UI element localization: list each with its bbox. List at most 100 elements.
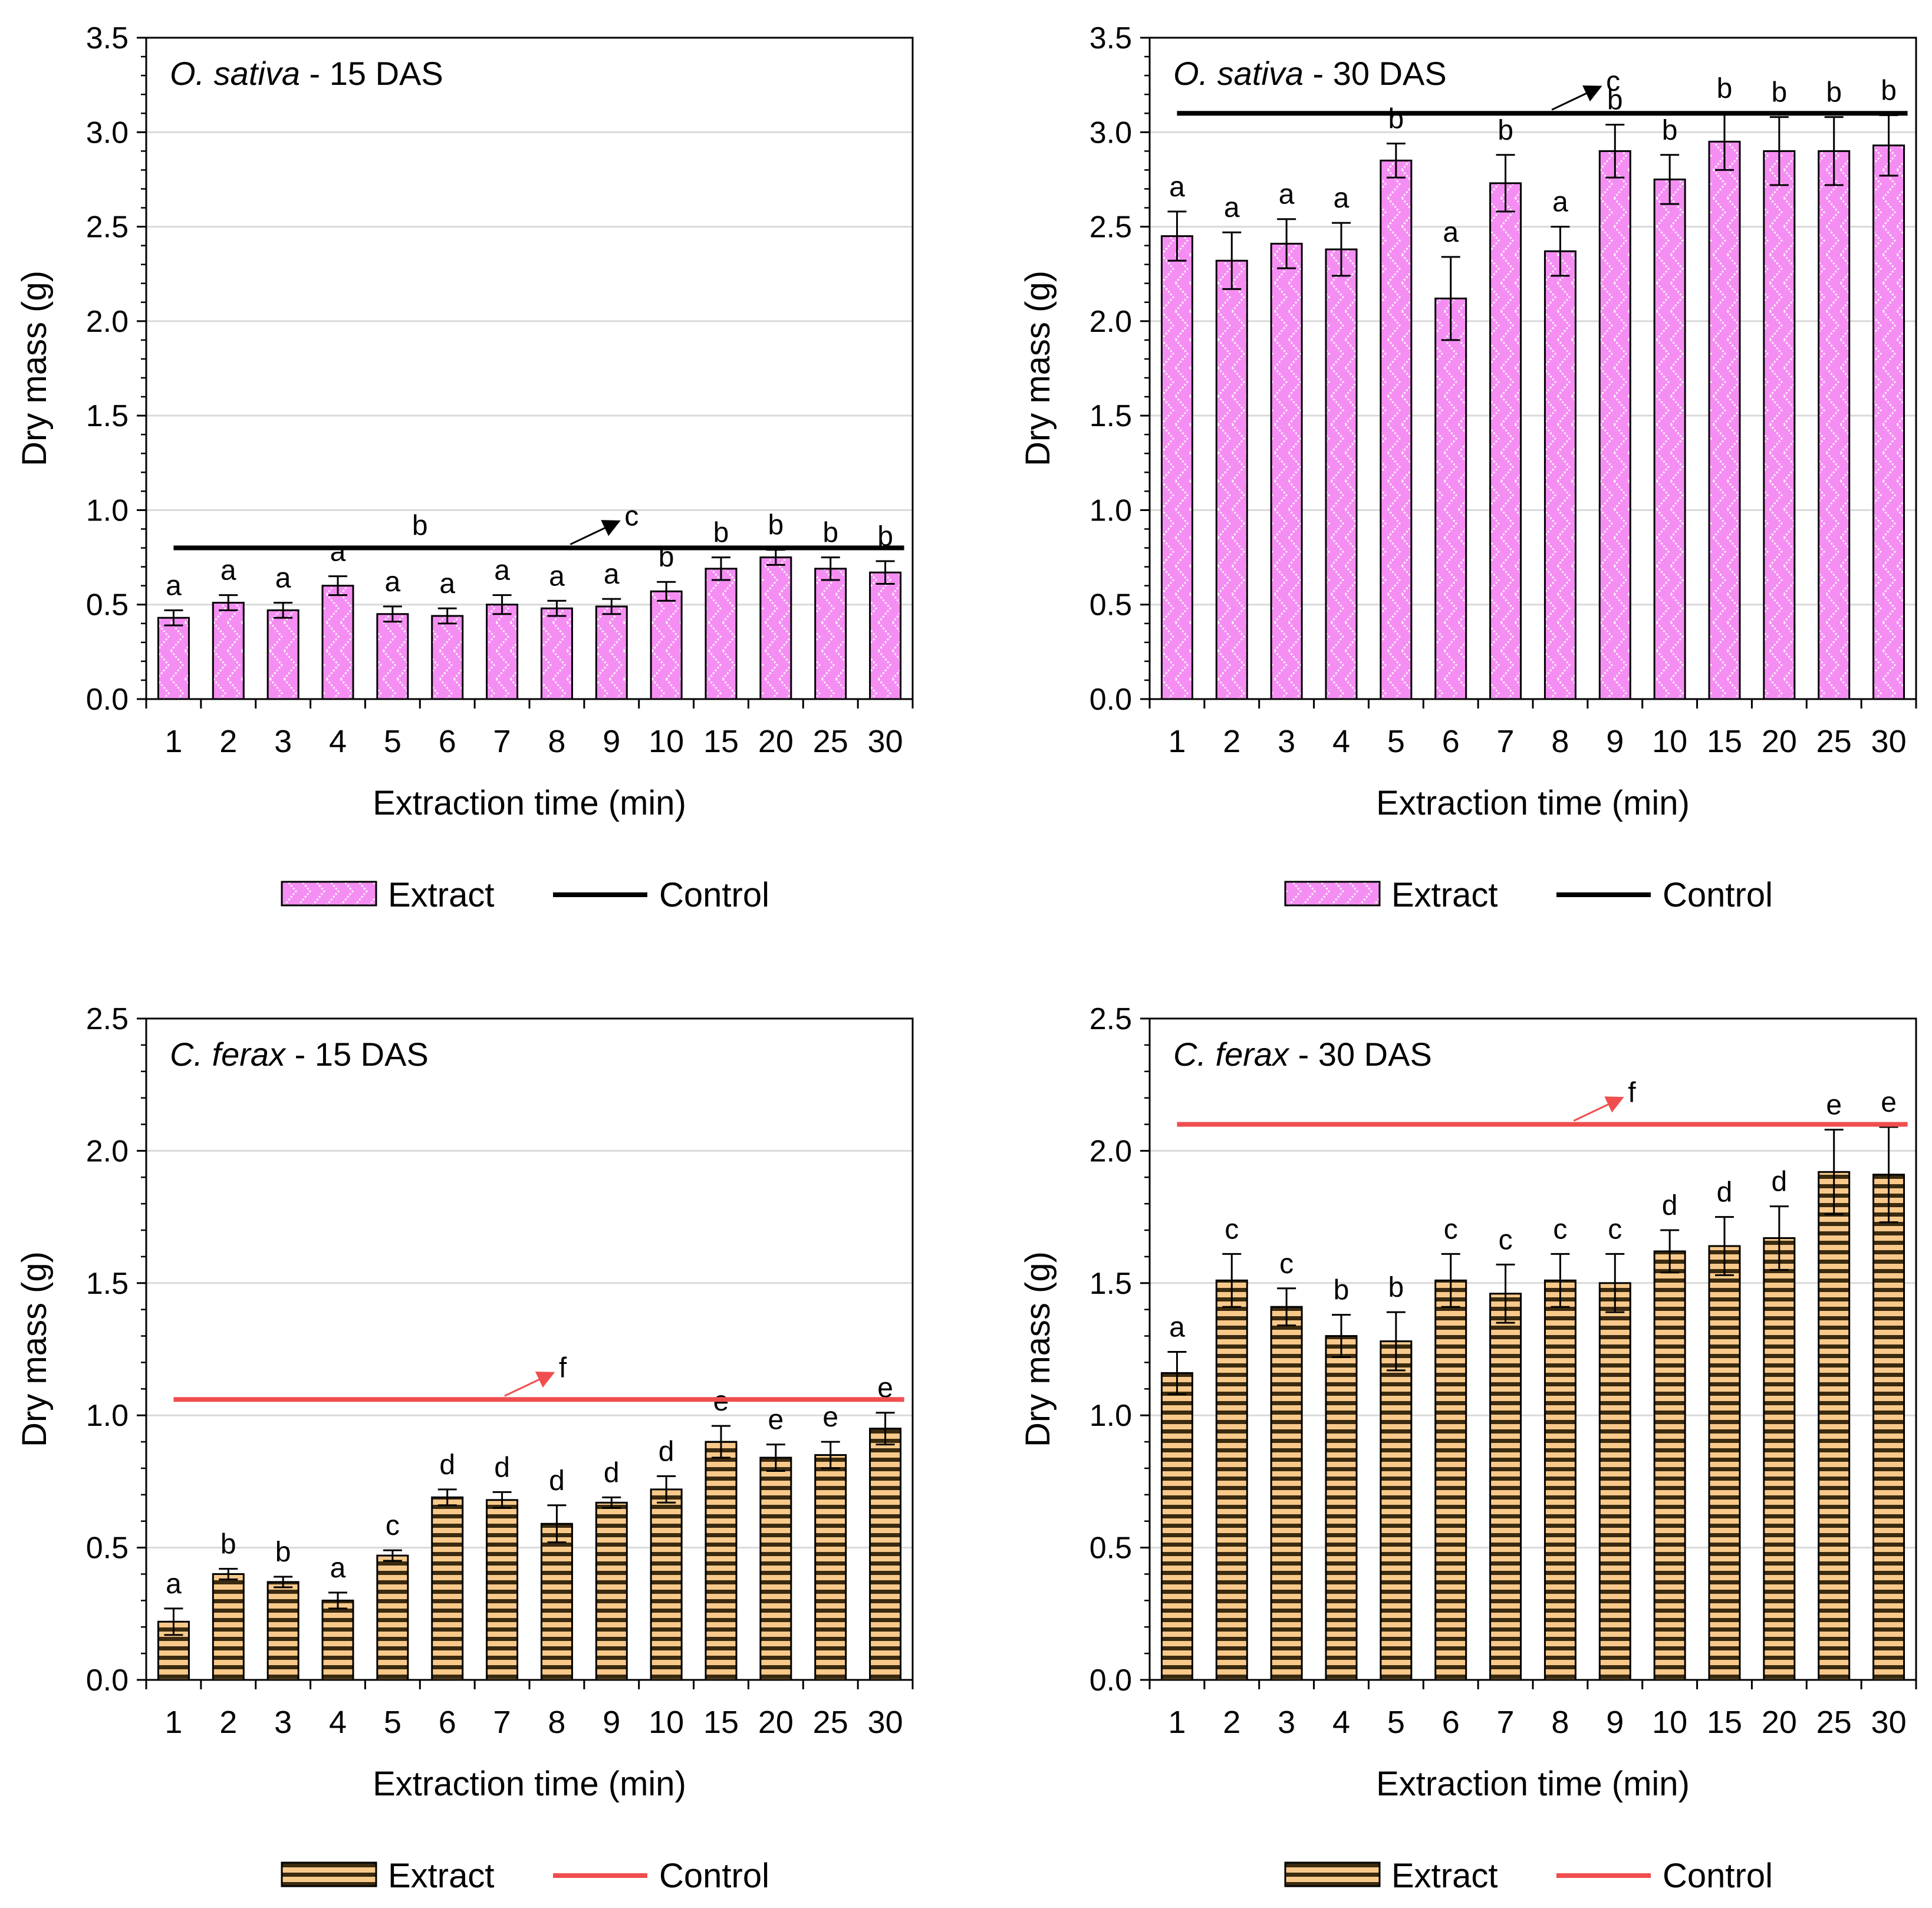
significance-letter: a [604,559,620,590]
significance-letter: b [1334,1275,1350,1306]
significance-letter: a [166,570,182,601]
bar-7 [1489,1293,1522,1681]
significance-letter: d [549,1465,565,1497]
bar-3 [1270,1306,1303,1681]
x-tick-label: 9 [1606,1705,1624,1740]
y-tick-label: 2.5 [1090,210,1132,245]
plot-frame [145,37,914,700]
x-tick-label: 20 [1762,1705,1797,1740]
significance-letter: a [1224,192,1240,223]
bar-15 [1708,140,1741,700]
x-tick-label: 8 [548,724,565,759]
y-axis-title: Dry mass (g) [1019,271,1057,466]
x-tick-label: 3 [1278,724,1295,759]
legend-label-extract: Extract [388,876,495,914]
legend: Extract Control [1284,1857,1773,1895]
panel-title-days: - 15 DAS [300,55,443,92]
significance-letter: d [494,1452,510,1483]
arrow-letter: c [1606,66,1620,97]
x-tick-label: 10 [649,724,684,759]
significance-letter: a [1443,217,1459,248]
x-tick-label: 4 [329,1705,347,1740]
y-tick-label: 2.5 [86,210,129,245]
panel-title: O. sativa - 15 DAS [170,55,443,92]
x-tick-label: 6 [1442,724,1460,759]
x-tick-label: 9 [603,724,620,759]
legend-swatch-extract [281,1861,377,1887]
chart-panel-4: 0.0 0.5 1.0 1.5 2.0 2.5 1 2 3 4 5 6 7 8 9 10 15 20 25 30 a c c… [1019,1002,1917,1895]
significance-letter: c [1444,1214,1458,1245]
legend: Extract Control [1284,876,1773,914]
panel-title-days: - 30 DAS [1289,1036,1432,1073]
y-tick-label: 1.0 [86,493,129,528]
chart-panel-2: 0.0 0.5 1.0 1.5 2.0 2.5 3.0 3.5 1 2 3 4 5 6 7 8 9 10 15 20 2… [1019,21,1917,914]
bar-15 [705,1441,738,1681]
y-tick-label: 2.0 [86,305,129,339]
x-tick-label: 4 [1332,1705,1350,1740]
y-tick-label: 0.0 [1090,1663,1132,1698]
bar-4 [1325,248,1358,700]
x-tick-label: 1 [1168,724,1186,759]
significance-letter: a [220,555,236,586]
panel-title-days: - 15 DAS [285,1036,429,1073]
panel-title-species: C. ferax [170,1036,287,1073]
bar-7 [486,604,519,700]
y-tick-label: 1.0 [86,1399,129,1433]
significance-letter: d [604,1457,620,1488]
legend-swatch-extract [1284,881,1381,907]
significance-letter: b [713,518,729,549]
bar-2 [212,1573,245,1681]
bar-20 [759,1456,792,1681]
x-tick-label: 4 [1332,724,1350,759]
bar-15 [1708,1245,1741,1681]
arrow-letter: f [1628,1077,1636,1109]
arrow [1573,1096,1624,1122]
y-tick-label: 1.5 [1090,1267,1132,1301]
bar-3 [266,1581,299,1681]
y-tick-label: 2.0 [1090,1134,1132,1168]
bar-15 [705,568,738,700]
significance-letter: c [1225,1214,1239,1245]
significance-letter: e [768,1405,784,1436]
x-axis-title: Extraction time (min) [373,784,686,822]
significance-letter: b [1826,77,1842,108]
significance-letter: c [1608,1214,1622,1245]
bar-3 [266,609,299,700]
bar-20 [759,556,792,700]
y-axis-title: Dry mass (g) [15,1251,54,1447]
bar-2 [1215,259,1248,700]
bar-30 [1872,1174,1905,1681]
plot-frame [1148,37,1917,700]
arrow-letter: c [624,501,638,532]
significance-letter: e [1826,1089,1842,1121]
panel-title-species: O. sativa [1173,55,1304,92]
panel-title: O. sativa - 30 DAS [1173,55,1447,92]
bar-6 [1434,1279,1467,1681]
x-tick-label: 20 [1762,724,1797,759]
x-axis-title: Extraction time (min) [373,1765,686,1803]
y-tick-label: 1.5 [1090,399,1132,433]
legend-swatch-extract [281,881,377,907]
arrow-letter: f [559,1352,567,1383]
significance-letter: b [1662,115,1678,146]
x-tick-label: 30 [1871,724,1907,759]
significance-letter: c [1553,1214,1567,1245]
x-tick-label: 6 [439,1705,456,1740]
bar-6 [431,1496,464,1681]
chart-panel-1: 0.0 0.5 1.0 1.5 2.0 2.5 3.0 3.5 1 2 3 4 5 6 7 8 9 10 15 20 2… [15,21,914,914]
bar-30 [869,1428,902,1681]
bar-4 [321,585,354,700]
y-tick-label: 3.5 [86,21,129,55]
significance-letter: b [1388,1272,1404,1303]
legend: Extract Control [281,876,769,914]
y-tick-label: 2.0 [86,1134,129,1168]
panel-title: C. ferax - 15 DAS [170,1036,429,1073]
significance-letter: a [1169,1311,1185,1343]
bar-8 [1543,250,1576,700]
x-tick-label: 8 [1551,724,1569,759]
x-tick-label: 20 [758,724,794,759]
x-tick-label: 5 [1387,1705,1405,1740]
significance-letter: b [275,1537,291,1568]
x-tick-label: 15 [703,1705,739,1740]
